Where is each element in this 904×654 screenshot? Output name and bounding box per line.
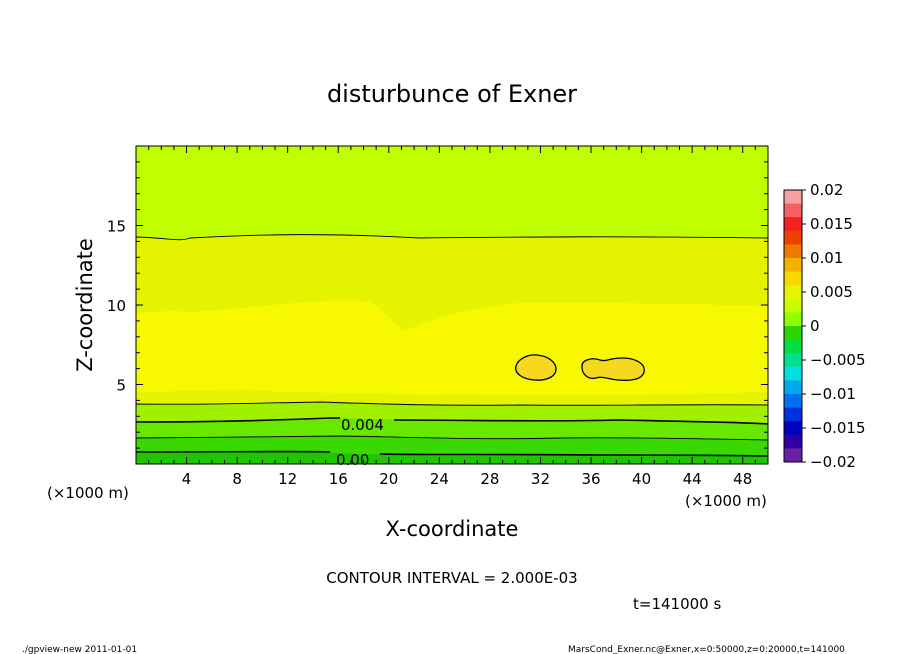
contour-line-b — [135, 417, 769, 425]
contour-line-c — [135, 435, 769, 441]
x-tick-label: 12 — [278, 470, 297, 488]
colorbar-segment — [784, 407, 802, 422]
x-tick-label: 44 — [683, 470, 702, 488]
x-tick-label: 20 — [379, 470, 398, 488]
colorbar-segment — [784, 244, 802, 259]
colorbar-segment — [784, 421, 802, 436]
x-tick-label: 36 — [581, 470, 600, 488]
colorbar-segment — [784, 366, 802, 381]
contour-line-a — [135, 401, 769, 406]
x-axis-label: X-coordinate — [386, 517, 519, 541]
colorbar-segment — [784, 380, 802, 395]
colorbar-tick-label: 0.005 — [810, 283, 853, 301]
contour-line-upper — [135, 234, 769, 241]
x-tick-label: 16 — [329, 470, 348, 488]
chart-title: disturbunce of Exner — [327, 80, 577, 108]
plot-area: 0.004 0.00 — [135, 145, 769, 469]
contour-line-d — [135, 450, 769, 457]
x-tick-label: 28 — [480, 470, 499, 488]
colorbar-segment — [784, 258, 802, 273]
colorbar-segment — [784, 190, 802, 205]
x-tick-label: 24 — [430, 470, 449, 488]
x-tick-label: 48 — [733, 470, 752, 488]
y-tick-label: 5 — [116, 377, 126, 395]
colorbar-segment — [784, 339, 802, 354]
colorbar-segment — [784, 312, 802, 327]
contour-label-0-00: 0.00 — [336, 451, 369, 469]
colorbar-tick-label: −0.02 — [810, 453, 856, 471]
colorbar-tick-label: −0.015 — [810, 419, 866, 437]
time-label: t=141000 s — [633, 595, 721, 613]
colorbar-segment — [784, 230, 802, 245]
colorbar-tick-label: −0.01 — [810, 385, 856, 403]
y-tick-label: 15 — [107, 218, 126, 236]
colorbar-segment — [784, 434, 802, 449]
footer-right: MarsCond_Exner.nc@Exner,x=0:50000,z=0:20… — [568, 645, 845, 654]
max-blob-right — [581, 357, 645, 381]
x-tick-label: 4 — [182, 470, 192, 488]
colorbar-segment — [784, 394, 802, 409]
colorbar: 0.02 0.015 0.01 0.005 0 −0.005 −0.01 −0.015 −0.0… — [783, 181, 866, 471]
colorbar-tick-label: 0.01 — [810, 249, 843, 267]
footer-left: ./gpview-new 2011-01-01 — [22, 645, 137, 654]
contour-lines — [135, 234, 769, 457]
y-axis: 5 10 15 — [107, 161, 768, 449]
colorbar-segment — [784, 217, 802, 232]
colorbar-segment — [784, 353, 802, 368]
x-tick-label: 8 — [232, 470, 242, 488]
contour-label-0-004: 0.004 — [341, 416, 384, 434]
colorbar-segment — [784, 203, 802, 218]
y-tick-label: 10 — [107, 297, 126, 315]
colorbar-tick-label: 0.015 — [810, 215, 853, 233]
x-tick-label: 40 — [632, 470, 651, 488]
y-axis-label: Z-coordinate — [73, 238, 97, 372]
colorbar-segment — [784, 448, 802, 463]
x-axis: 4 8 12 16 20 24 28 32 36 40 44 48 — [148, 146, 756, 488]
max-blob-left — [515, 354, 557, 381]
colorbar-tick-label: 0 — [810, 317, 820, 335]
colorbar-segment — [784, 285, 802, 300]
colorbar-segment — [784, 326, 802, 341]
x-unit-left: (×1000 m) — [47, 484, 129, 502]
colorbar-segment — [784, 298, 802, 313]
field-low-4 — [136, 451, 768, 464]
x-unit-right: (×1000 m) — [685, 492, 767, 510]
x-tick-label: 32 — [531, 470, 550, 488]
contour-interval: CONTOUR INTERVAL = 2.000E-03 — [326, 569, 577, 587]
colorbar-tick-label: −0.005 — [810, 351, 866, 369]
colorbar-segment — [784, 271, 802, 286]
colorbar-tick-label: 0.02 — [810, 181, 843, 199]
